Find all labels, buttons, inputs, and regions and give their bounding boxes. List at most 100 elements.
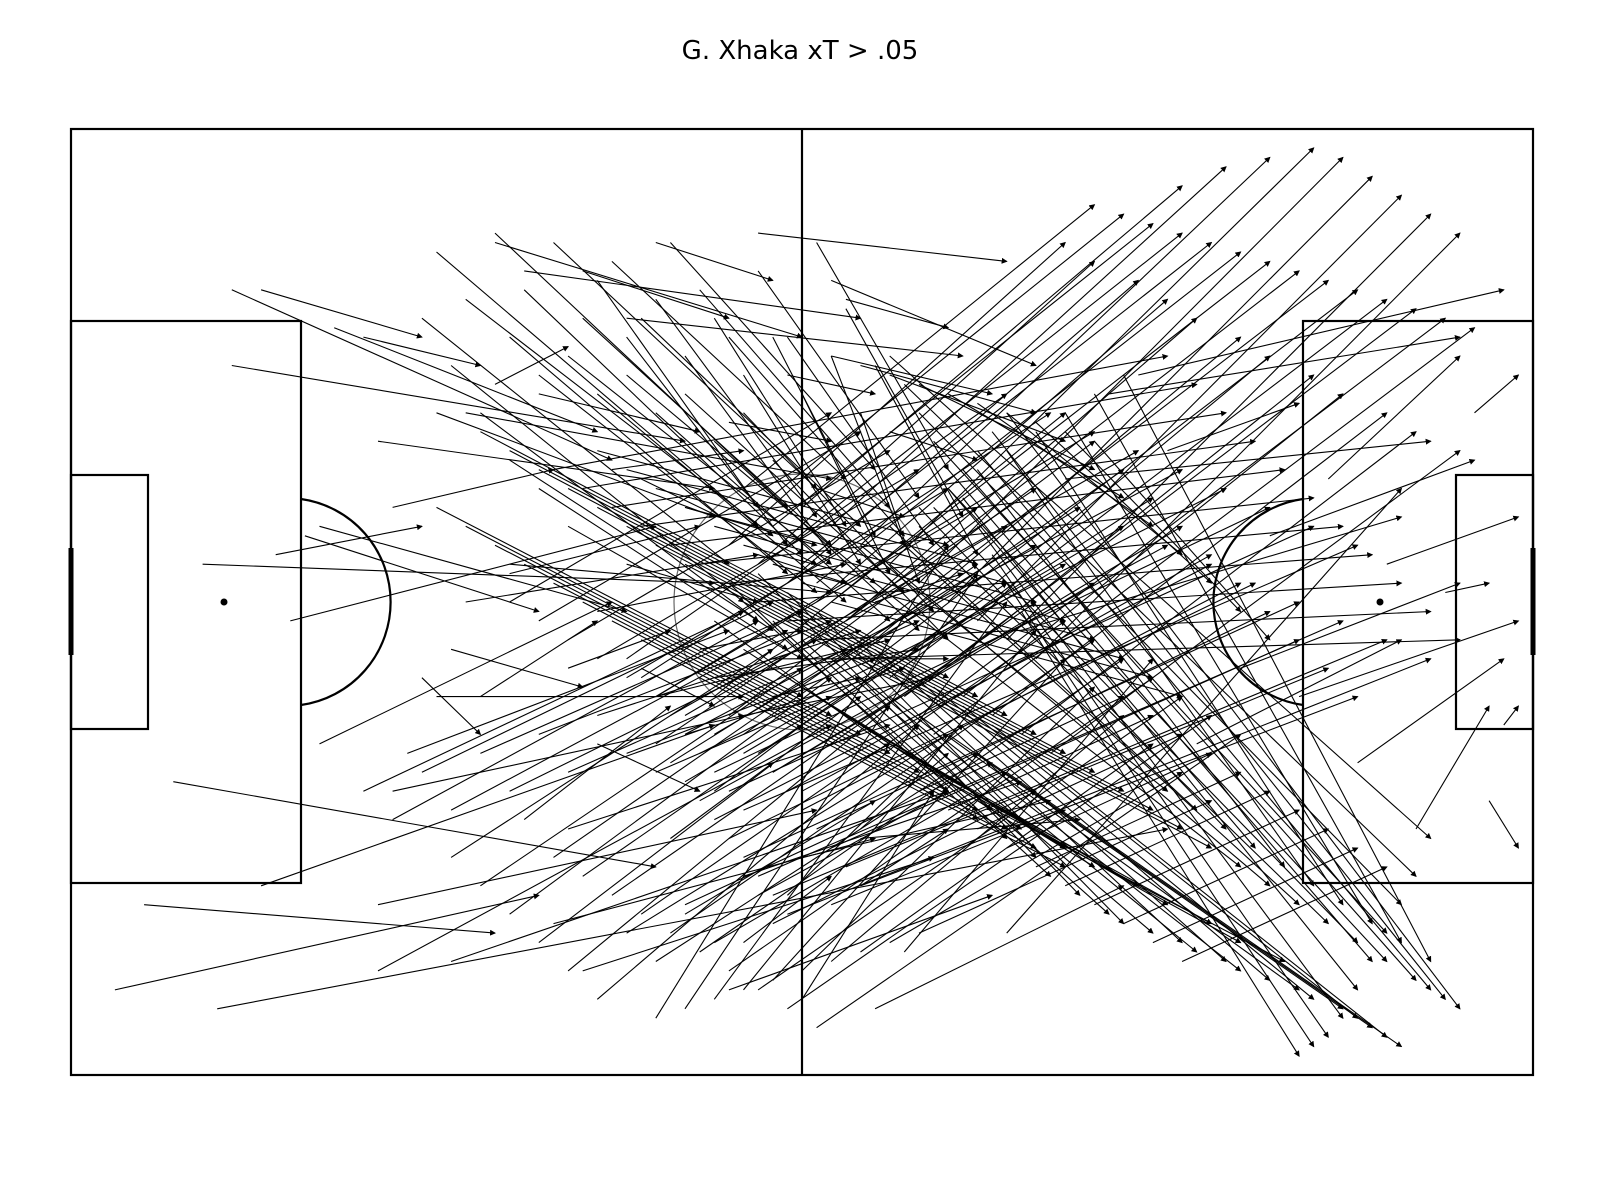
left-penalty-arc [300,497,392,707]
pass-arrow-123 [480,412,759,622]
pass-arrow-378 [830,714,1125,962]
pass-arrow-364 [918,412,1403,906]
pass-arrow-55 [1415,705,1490,830]
pass-arrow-289 [758,552,1374,603]
pass-arrow-16 [407,629,730,754]
pass-arrow-199 [801,798,1052,858]
pass-arrow-9 [319,601,613,745]
pass-arrow-3 [202,563,716,586]
pass-arrow-327 [977,402,1154,527]
pass-arrow-195 [684,762,994,906]
pass-arrow-232 [757,260,1096,565]
pass-arrow-373 [684,572,978,1010]
pass-arrow-136 [859,412,921,585]
pass-arrow-44 [1065,438,1432,480]
pass-arrow-308 [684,525,1008,716]
pass-arrow-374 [713,601,1008,1000]
pass-arrow-194 [655,752,979,962]
pass-arrow-335 [1006,752,1213,849]
pass-arrow-73 [582,270,730,320]
pass-arrow-285 [641,438,1257,527]
pass-arrow-224 [845,270,1300,622]
right-penalty-arc [1212,497,1304,707]
pass-arrow-320 [670,658,1037,849]
pass-arrow-67 [480,620,599,698]
pass-arrow-245 [860,156,1271,546]
passes-layer [114,147,1520,1057]
pass-arrow-211 [626,657,877,754]
pass-arrow-316 [553,582,920,773]
pass-arrow-22 [494,241,803,339]
pass-arrow-15 [392,713,745,792]
pass-arrow-125 [538,488,789,650]
pass-arrow-244 [830,166,1227,527]
pass-arrow-192 [596,724,920,1000]
pass-arrow-317 [582,601,950,792]
pass-arrow-53 [1357,658,1505,764]
pass-arrow-18 [436,412,716,518]
pass-arrow-357 [699,658,1125,953]
pass-arrow-301 [831,601,1184,699]
pass-arrow-329 [1035,421,1213,584]
pass-arrow-379 [860,743,1154,953]
pass-arrow-66 [450,648,584,689]
pass-arrow-222 [816,251,1242,584]
pass-arrow-359 [757,696,1183,991]
pass-arrow-354 [611,601,1037,896]
pass-arrow-292 [845,636,1461,660]
pass-arrow-57 [1474,374,1520,414]
pass-arrow-154 [977,752,1374,1029]
pass-arrow-303 [538,431,862,622]
pass-arrow-356 [670,639,1096,934]
pass-arrow-60 [260,289,423,339]
pass-arrow-338 [1094,809,1301,906]
pass-arrow-106 [757,270,920,499]
pass-arrow-110 [874,365,978,556]
pass-arrow-377 [801,686,1096,972]
pass-arrow-296 [684,506,1037,604]
pass-arrow-339 [1123,828,1330,925]
pass-arrow-100 [582,317,832,546]
pass-arrow-64 [392,467,555,508]
pass-arrow-220 [787,232,1183,546]
pass-arrow-372 [655,544,949,1019]
pass-arrow-291 [816,608,1432,641]
pass-arrow-284 [611,410,1227,508]
pass-arrow-319 [640,639,1008,830]
pass-arrow-365 [933,440,1388,934]
pass-arrow-341 [1181,866,1388,962]
pass-arrow-247 [918,156,1344,584]
pass-arrow-363 [903,384,1417,877]
pass-arrow-182 [1006,450,1315,887]
pass-arrow-313 [465,525,833,716]
pass-arrow-239 [962,393,1344,698]
pass-arrow-33 [728,894,994,991]
pass-arrow-24 [524,270,862,321]
pass-arrow-148 [889,696,1242,972]
pass-arrow-91 [845,298,950,330]
pass-arrow-114 [596,393,847,603]
pass-arrow-124 [509,459,774,631]
pass-arrow-10 [319,525,628,614]
pass-arrow-142 [801,639,1110,915]
pass-arrow-200 [830,809,1067,906]
pass-arrow-138 [743,601,1008,840]
pass-arrow-208 [538,619,833,735]
pass-arrow-38 [830,279,1037,367]
pass-arrow-166 [977,800,1286,962]
pass-arrow-129 [655,298,818,518]
pass-arrow-58 [1503,705,1520,726]
pass-arrow-375 [743,629,1037,991]
pass-arrow-11 [333,327,599,433]
pass-arrow-40 [874,885,1125,1010]
pass-arrow-251 [1035,232,1461,660]
pass-arrow-117 [684,393,906,594]
pass-arrow-380 [889,771,1183,944]
pass-arrow-350 [714,582,1183,830]
pass-arrow-230 [933,327,1476,735]
pass-arrow-108 [816,242,949,471]
pass-arrow-29 [626,317,964,359]
pass-arrow-35 [758,232,1008,264]
pass-arrow-184 [1064,412,1373,925]
